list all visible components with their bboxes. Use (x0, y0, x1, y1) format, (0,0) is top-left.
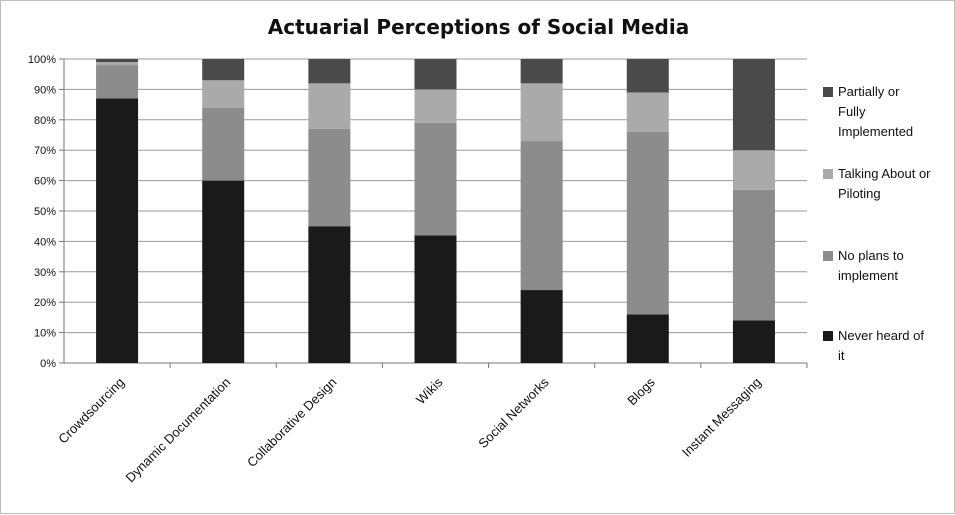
y-tick-label: 90% (34, 84, 56, 96)
x-tick-label: Crowdsourcing (55, 375, 127, 447)
y-tick-label: 0% (40, 358, 56, 370)
bar-segment (626, 131, 669, 315)
bar-segment (414, 235, 457, 363)
bar-segment (732, 59, 775, 151)
y-tick-label: 60% (34, 176, 56, 188)
y-tick-label: 30% (34, 267, 56, 279)
y-tick-label: 80% (34, 115, 56, 127)
x-tick-label: Instant Messaging (679, 375, 764, 460)
bar-segment (96, 59, 139, 63)
bar-segment (414, 59, 457, 90)
bar-segment (96, 62, 139, 66)
legend-label: No plans to implement (838, 248, 904, 283)
bar-segment (96, 65, 139, 99)
legend-label: Never heard of it (838, 328, 924, 363)
bar-segment (202, 59, 245, 81)
legend-swatch (823, 331, 833, 341)
legend-label: Partially or Fully Implemented (838, 84, 913, 139)
bar-segment (520, 290, 563, 363)
y-tick-label: 70% (34, 145, 56, 157)
bar-segment (202, 80, 245, 108)
bar-segment (732, 189, 775, 321)
bar-segment (202, 180, 245, 363)
bar-segment (732, 150, 775, 190)
legend-swatch (823, 87, 833, 97)
bar-segment (520, 83, 563, 142)
legend-swatch (823, 169, 833, 179)
bar-segment (308, 128, 351, 227)
bar-segment (626, 59, 669, 93)
bar-segment (520, 59, 563, 84)
bar-segment (732, 320, 775, 363)
x-tick-label: Blogs (624, 374, 658, 408)
bar-segment (308, 226, 351, 363)
bar-segment (308, 83, 351, 129)
x-tick-label: Collaborative Design (244, 375, 339, 470)
bar-segment (520, 141, 563, 291)
y-tick-label: 50% (34, 206, 56, 218)
bar-segment (202, 107, 245, 181)
x-tick-label: Wikis (413, 374, 446, 407)
bar-segment (414, 89, 457, 123)
x-tick-label: Dynamic Documentation (123, 375, 234, 486)
y-tick-label: 100% (28, 54, 56, 66)
bar-segment (414, 122, 457, 236)
y-tick-label: 10% (34, 328, 56, 340)
y-tick-label: 20% (34, 297, 56, 309)
bar-segment (96, 98, 139, 364)
x-tick-label: Social Networks (475, 374, 552, 451)
chart-title: Actuarial Perceptions of Social Media (267, 15, 690, 39)
legend-swatch (823, 251, 833, 261)
bar-segment (308, 59, 351, 84)
bar-segment (626, 314, 669, 363)
y-tick-label: 40% (34, 236, 56, 248)
bar-segment (626, 92, 669, 132)
legend-label: Talking About or Piloting (838, 166, 931, 201)
